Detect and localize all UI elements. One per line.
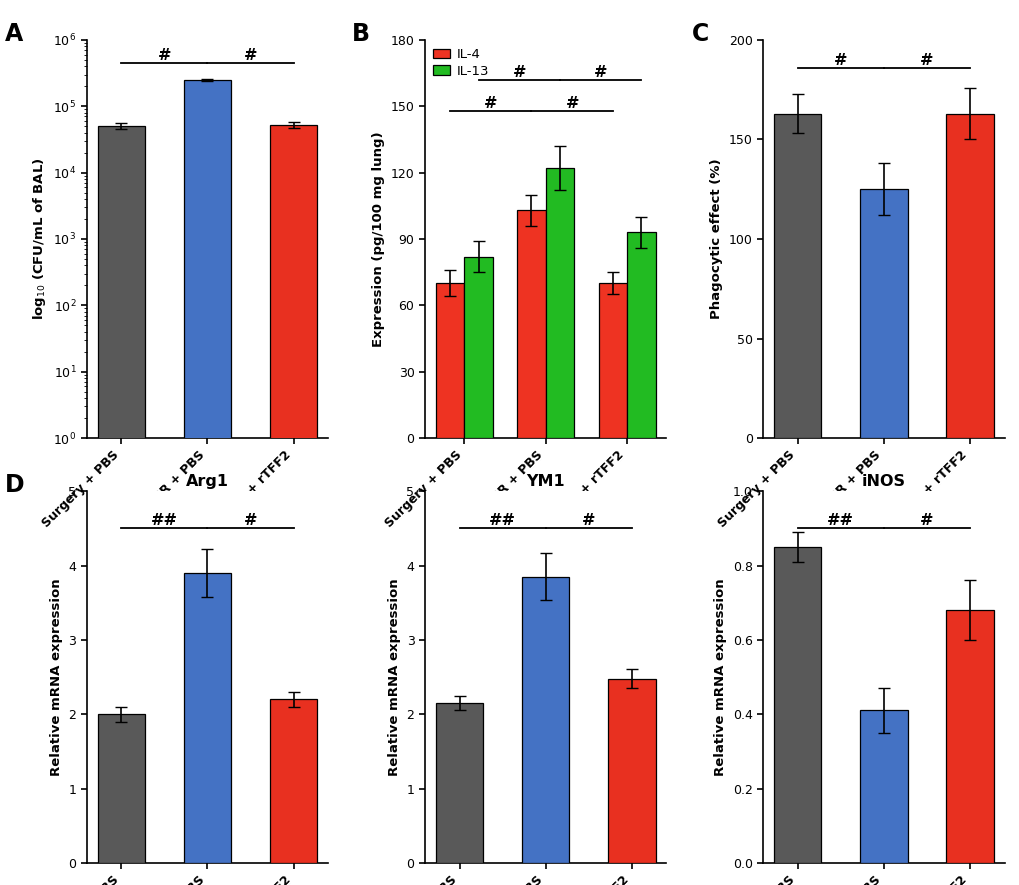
Y-axis label: Relative mRNA expression: Relative mRNA expression — [713, 578, 727, 776]
Text: ##: ## — [489, 513, 516, 528]
Text: C: C — [691, 22, 708, 46]
Text: #: # — [158, 48, 171, 63]
Bar — [517, 210, 545, 438]
Title: Arg1: Arg1 — [185, 473, 228, 489]
Bar — [598, 283, 627, 438]
Bar — [545, 168, 574, 438]
Text: #: # — [919, 513, 932, 528]
Title: YM1: YM1 — [526, 473, 565, 489]
Bar — [435, 283, 464, 438]
Text: #: # — [834, 53, 847, 68]
Y-axis label: Relative mRNA expression: Relative mRNA expression — [387, 578, 400, 776]
Text: #: # — [582, 513, 595, 528]
Y-axis label: Expression (pg/100 mg lung): Expression (pg/100 mg lung) — [372, 131, 385, 347]
Text: D: D — [5, 473, 24, 497]
Y-axis label: Relative mRNA expression: Relative mRNA expression — [50, 578, 62, 776]
Text: #: # — [484, 96, 497, 111]
Title: iNOS: iNOS — [861, 473, 905, 489]
Bar — [183, 573, 231, 863]
Y-axis label: log$_{10}$ (CFU/mL of BAL): log$_{10}$ (CFU/mL of BAL) — [31, 158, 48, 320]
Text: A: A — [5, 22, 23, 46]
Bar — [98, 714, 145, 863]
Bar — [946, 113, 993, 438]
Bar — [859, 189, 907, 438]
Text: ##: ## — [151, 513, 177, 528]
Text: #: # — [565, 96, 579, 111]
Bar — [183, 80, 231, 885]
Text: B: B — [352, 22, 370, 46]
Bar — [859, 711, 907, 863]
Text: #: # — [919, 53, 932, 68]
Text: #: # — [244, 48, 257, 63]
Text: #: # — [593, 65, 606, 80]
Text: #: # — [244, 513, 257, 528]
Bar — [464, 257, 492, 438]
Y-axis label: Phagocytic effect (%): Phagocytic effect (%) — [709, 158, 722, 319]
Bar — [270, 125, 317, 885]
Bar — [98, 127, 145, 885]
Bar — [270, 699, 317, 863]
Bar — [435, 703, 483, 863]
Text: ##: ## — [826, 513, 854, 528]
Bar — [773, 547, 820, 863]
Bar — [607, 679, 655, 863]
Bar — [522, 577, 569, 863]
Text: #: # — [512, 65, 526, 80]
Bar — [627, 232, 655, 438]
Bar — [946, 610, 993, 863]
Bar — [773, 113, 820, 438]
X-axis label: $\it{E.coli}$: $\it{E.coli}$ — [187, 567, 227, 581]
Legend: IL-4, IL-13: IL-4, IL-13 — [431, 46, 490, 79]
